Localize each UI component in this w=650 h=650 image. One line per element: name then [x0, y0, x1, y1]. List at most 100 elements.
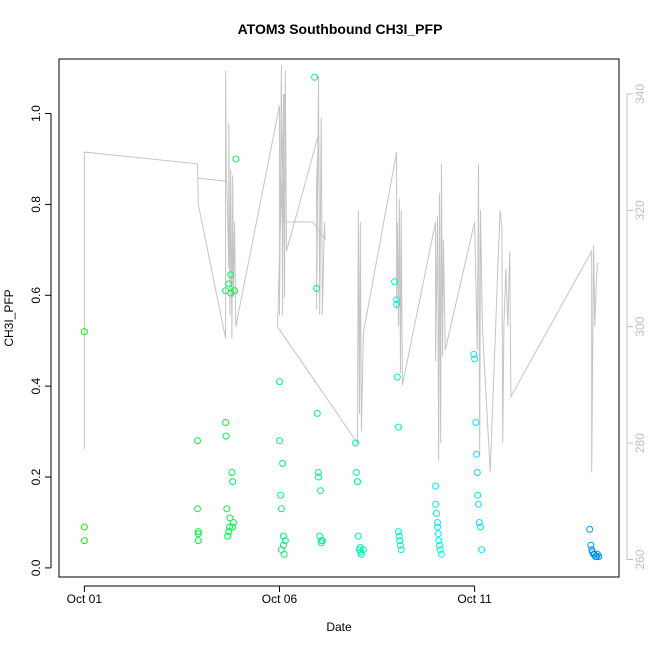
- y-tick-label: 0.6: [29, 287, 43, 304]
- data-point: [194, 537, 202, 545]
- y2-axis: 260 280 300 320 340: [626, 84, 647, 570]
- data-point: [225, 280, 233, 288]
- data-point: [80, 328, 88, 336]
- data-point: [397, 541, 404, 549]
- data-point: [586, 525, 594, 533]
- data-point: [595, 553, 603, 561]
- data-point: [397, 546, 405, 554]
- data-point: [352, 469, 360, 476]
- data-point: [80, 537, 88, 545]
- plot-frame: [58, 58, 620, 578]
- data-point: [432, 509, 440, 517]
- data-point: [225, 528, 233, 536]
- y2-tick-label: 320: [633, 200, 647, 220]
- secondary-series-line: [83, 64, 598, 473]
- data-point: [359, 546, 367, 554]
- data-point: [434, 519, 441, 526]
- data-point: [587, 541, 595, 549]
- data-point: [477, 523, 484, 531]
- data-point: [315, 473, 322, 481]
- data-point: [194, 528, 202, 536]
- data-point: [434, 530, 442, 538]
- data-point: [315, 469, 322, 476]
- data-point: [393, 373, 401, 381]
- data-point: [472, 419, 480, 426]
- data-point: [227, 289, 235, 297]
- data-point: [437, 550, 445, 558]
- data-point: [357, 550, 365, 558]
- data-point: [231, 287, 239, 295]
- data-point: [475, 519, 483, 526]
- y2-tick-label: 300: [633, 316, 647, 336]
- data-point: [432, 482, 440, 490]
- data-point: [194, 437, 201, 445]
- data-point: [280, 550, 288, 558]
- data-point: [354, 478, 361, 486]
- data-point: [194, 530, 202, 538]
- y2-tick-label: 280: [633, 433, 647, 453]
- data-point: [317, 487, 324, 495]
- data-point: [277, 505, 285, 513]
- x-axis-label: Date: [326, 620, 352, 634]
- data-point: [395, 532, 403, 540]
- data-point: [470, 350, 478, 358]
- data-point: [80, 523, 88, 531]
- data-point: [396, 537, 404, 545]
- data-point: [229, 478, 237, 486]
- data-point: [432, 500, 440, 508]
- data-point: [474, 491, 482, 499]
- secondary-line: [83, 64, 598, 473]
- data-point: [227, 271, 235, 279]
- data-point: [473, 469, 481, 476]
- data-point: [478, 546, 486, 554]
- data-point: [279, 459, 287, 467]
- y2-tick-label: 340: [633, 84, 647, 104]
- data-point: [471, 355, 479, 363]
- data-point: [393, 296, 401, 304]
- data-point: [354, 532, 362, 540]
- data-point: [226, 523, 233, 531]
- data-point: [222, 419, 230, 426]
- chart-title: ATOM3 Southbound CH3I_PFP: [238, 21, 443, 37]
- y-tick-label: 0.4: [29, 377, 43, 394]
- y-axis-label: CH3I_PFP: [2, 289, 16, 346]
- data-point: [229, 523, 237, 531]
- data-point: [475, 500, 482, 508]
- y-tick-label: 0.0: [29, 559, 43, 576]
- data-point: [318, 537, 326, 545]
- x-axis: Oct 01 Oct 06 Oct 11: [67, 585, 492, 606]
- data-point: [229, 519, 237, 526]
- data-point: [228, 469, 236, 476]
- data-point: [313, 409, 321, 417]
- data-point: [226, 514, 234, 522]
- data-point: [313, 285, 321, 292]
- data-point: [279, 541, 287, 549]
- data-point: [223, 505, 231, 513]
- data-point: [434, 523, 441, 531]
- data-point: [436, 546, 444, 554]
- data-points: [80, 73, 603, 561]
- x-tick-label: Oct 11: [457, 592, 492, 606]
- data-point: [352, 439, 360, 447]
- data-point: [281, 537, 289, 545]
- data-point: [277, 491, 285, 499]
- data-point: [395, 528, 402, 536]
- data-point: [311, 73, 319, 81]
- y2-tick-label: 260: [633, 549, 647, 569]
- x-tick-label: Oct 06: [262, 592, 298, 606]
- data-point: [276, 378, 283, 386]
- data-point: [276, 437, 283, 445]
- data-point: [224, 532, 232, 540]
- data-point: [393, 300, 401, 308]
- data-point: [279, 532, 287, 540]
- data-point: [194, 505, 201, 513]
- data-point: [473, 450, 481, 458]
- data-point: [436, 541, 443, 549]
- y-tick-label: 0.8: [29, 196, 43, 213]
- data-point: [232, 155, 240, 163]
- y-tick-label: 1.0: [29, 105, 43, 122]
- data-point: [391, 278, 399, 286]
- y-tick-label: 0.2: [29, 468, 43, 485]
- x-tick-label: Oct 01: [67, 592, 103, 606]
